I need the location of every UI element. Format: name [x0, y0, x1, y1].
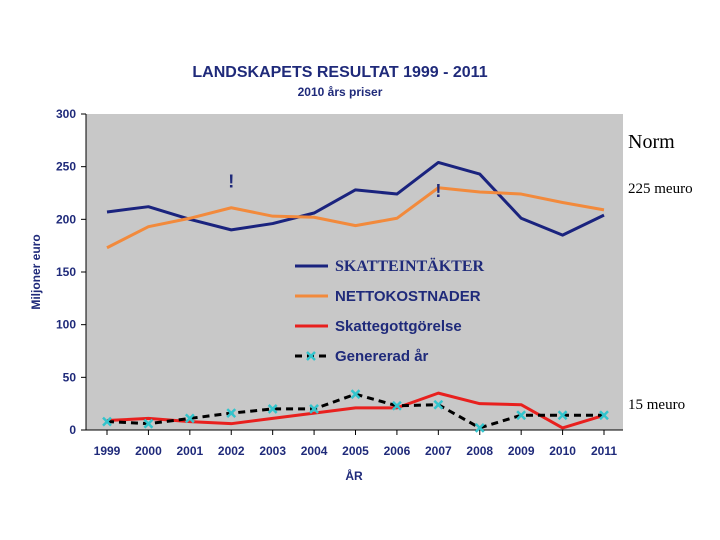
y-tick-label: 300: [56, 107, 76, 121]
data-point: [599, 410, 609, 421]
x-tick-label: 2000: [135, 444, 162, 458]
y-tick-label: 200: [56, 212, 76, 226]
x-tick-label: 2006: [384, 444, 411, 458]
annotation-mark: !: [228, 172, 234, 192]
legend-label: SKATTEINTÄKTER: [335, 257, 485, 275]
norm-label: Norm: [628, 131, 675, 153]
chart-title: LANDSKAPETS RESULTAT 1999 - 2011: [192, 64, 487, 81]
upper-norm-value: 225 meuro: [628, 181, 693, 197]
series-layer: [102, 160, 609, 433]
legend: SKATTEINTÄKTER NETTOKOSTNADER Skattegottgö…: [295, 257, 485, 365]
y-tick-label: 250: [56, 160, 76, 174]
series-line-2: [106, 186, 605, 250]
y-tick-label: 0: [69, 423, 76, 437]
series-line-3: [106, 391, 605, 430]
data-point: [102, 416, 112, 427]
legend-label: NETTOKOSTNADER: [335, 288, 481, 305]
plot-area: [86, 114, 623, 430]
annotation-layer: !!: [228, 172, 441, 201]
x-tick-label: 2004: [301, 444, 328, 458]
y-tick-label: 100: [56, 318, 76, 332]
y-tick-label: 50: [63, 370, 77, 384]
data-point: [226, 408, 237, 419]
data-point: [350, 389, 361, 400]
data-point: [184, 413, 195, 424]
chart-subtitle: 2010 års priser: [298, 85, 383, 99]
x-tick-label: 2007: [425, 444, 452, 458]
x-tick-label: 2001: [176, 444, 203, 458]
x-axis-label: ÅR: [345, 468, 363, 483]
x-tick-label: 1999: [94, 444, 121, 458]
annotation-mark: !: [435, 181, 441, 201]
x-tick-label: 2005: [342, 444, 369, 458]
data-point: [143, 418, 154, 429]
y-ticks: 300 250 200 150 100 50 0: [56, 107, 86, 437]
x-ticks: 1999 2000 2001 2002 2003 2004 2005 2006 2007 2008…: [94, 430, 617, 458]
x-tick-label: 2003: [259, 444, 286, 458]
y-axis-label: Miljoner euro: [29, 234, 43, 309]
legend-label: Genererad år: [335, 348, 429, 365]
data-point: [267, 404, 278, 414]
x-tick-label: 2008: [466, 444, 493, 458]
data-point: [516, 410, 527, 421]
lower-norm-value: 15 meuro: [628, 397, 685, 413]
data-point: [392, 400, 402, 411]
x-tick-label: 2002: [218, 444, 245, 458]
data-point: [557, 410, 568, 421]
x-tick-label: 2011: [591, 444, 617, 458]
data-point: [474, 423, 485, 433]
legend-label: Skattegottgörelse: [335, 318, 462, 335]
data-point: [433, 399, 444, 410]
y-tick-label: 150: [56, 265, 76, 279]
x-tick-label: 2010: [549, 444, 576, 458]
legend-marker: [306, 351, 316, 361]
data-point: [309, 404, 319, 414]
x-tick-label: 2009: [508, 444, 535, 458]
